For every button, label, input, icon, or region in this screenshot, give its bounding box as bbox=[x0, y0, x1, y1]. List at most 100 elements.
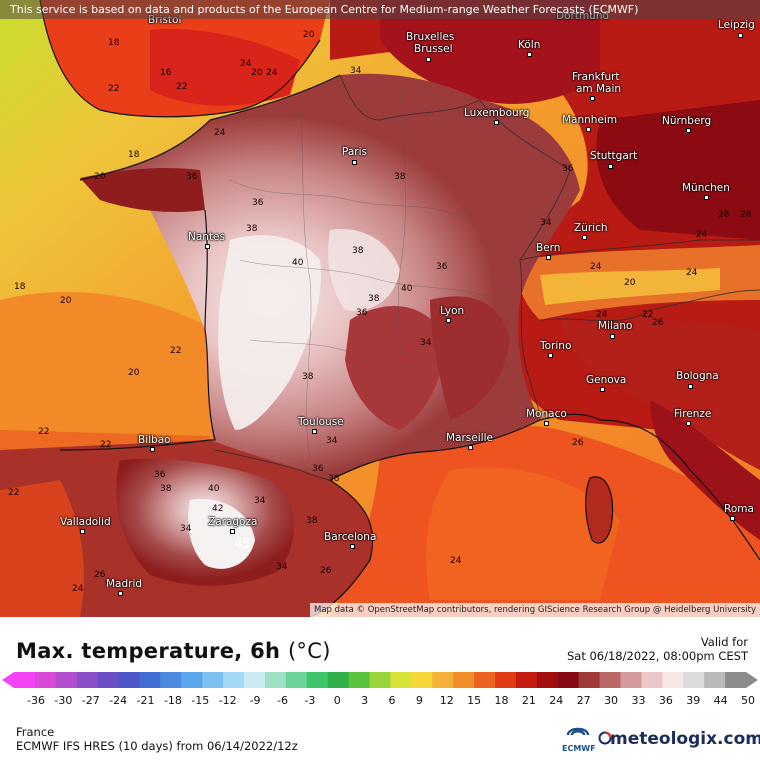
isotherm-label: 38 bbox=[302, 372, 314, 382]
isotherm-label: 34 bbox=[350, 66, 362, 76]
scale-swatch bbox=[390, 672, 412, 688]
city-dot bbox=[494, 120, 499, 125]
ecmwf-logo-icon bbox=[566, 727, 590, 736]
isotherm-label: 24 bbox=[590, 262, 602, 272]
city-dot bbox=[704, 195, 709, 200]
scale-swatch bbox=[76, 672, 99, 688]
city-label-toulouse: Toulouse bbox=[298, 416, 344, 428]
isotherm-label: 24 bbox=[266, 68, 278, 78]
scale-tick-label: 24 bbox=[549, 694, 564, 707]
scale-swatch bbox=[34, 672, 57, 688]
scale-swatch bbox=[244, 672, 266, 688]
isotherm-label: 22 bbox=[176, 82, 188, 92]
map-title-text: Max. temperature, 6h bbox=[16, 639, 281, 663]
isotherm-label: 36 bbox=[252, 198, 264, 208]
city-dot bbox=[446, 318, 451, 323]
temperature-color-scale bbox=[2, 672, 758, 688]
city-label-stuttgart: Stuttgart bbox=[590, 150, 638, 162]
city-dot bbox=[582, 235, 587, 240]
city-label-frankfurt: Frankfurt bbox=[572, 71, 620, 83]
city-dot bbox=[544, 421, 549, 426]
isotherm-label: 34 bbox=[540, 218, 552, 228]
isotherm-label: 26 bbox=[94, 570, 106, 580]
scale-tick-label: -12 bbox=[218, 694, 237, 707]
isotherm-label: 22 bbox=[108, 84, 120, 94]
city-label-brussel: Brussel bbox=[414, 43, 453, 55]
city-label-nurnberg: Nürnberg bbox=[662, 115, 712, 127]
scale-tick-label: 36 bbox=[658, 694, 673, 707]
scale-swatch bbox=[474, 672, 496, 688]
isotherm-label: 24 bbox=[450, 556, 462, 566]
city-dot bbox=[426, 57, 431, 62]
city-dot bbox=[686, 128, 691, 133]
map-data-credit: Map data © OpenStreetMap contributors, r… bbox=[310, 603, 760, 617]
scale-swatch bbox=[662, 672, 684, 688]
isotherm-label: 34 bbox=[180, 524, 192, 534]
scale-swatch bbox=[432, 672, 454, 688]
forecast-map[interactable]: 18 20 22 24 16 22 20 24 18 20 18 22 20 2… bbox=[0, 0, 760, 617]
isotherm-label: 22 bbox=[642, 310, 654, 320]
isotherm-label: 26 bbox=[740, 210, 752, 220]
city-label-madrid: Madrid bbox=[106, 578, 143, 590]
scale-swatch bbox=[536, 672, 559, 688]
isotherm-label: 38 bbox=[306, 516, 318, 526]
isotherm-label: 38 bbox=[368, 294, 380, 304]
isotherm-label: 24 bbox=[696, 230, 708, 240]
scale-tick-label: 21 bbox=[521, 694, 536, 707]
scale-tick-label: 18 bbox=[494, 694, 509, 707]
isotherm-label: 18 bbox=[14, 282, 26, 292]
scale-swatch bbox=[578, 672, 601, 688]
isotherm-label: 45 bbox=[234, 537, 251, 552]
scale-tick-label: 39 bbox=[686, 694, 701, 707]
city-dot bbox=[546, 255, 551, 260]
scale-swatch bbox=[202, 672, 224, 688]
isotherm-label: 22 bbox=[100, 440, 112, 450]
city-dot bbox=[600, 387, 605, 392]
city-label-luxembourg: Luxembourg bbox=[464, 107, 530, 119]
city-label-bern: Bern bbox=[536, 242, 561, 254]
scale-tick-label: 0 bbox=[333, 694, 341, 707]
isotherm-label: 24 bbox=[596, 310, 608, 320]
city-dot bbox=[150, 447, 155, 452]
scale-tick-label: 33 bbox=[631, 694, 646, 707]
ecmwf-logo-text: ECMWF bbox=[562, 744, 596, 753]
city-label-roma: Roma bbox=[724, 503, 754, 515]
isotherm-label: 34 bbox=[276, 562, 288, 572]
city-label-leipzig: Leipzig bbox=[718, 19, 755, 31]
scale-tick-label: -36 bbox=[27, 694, 45, 707]
isotherm-label: 22 bbox=[170, 346, 182, 356]
scale-swatch bbox=[620, 672, 642, 688]
scale-tick-label: 50 bbox=[741, 694, 755, 707]
isotherm-label: 34 bbox=[420, 338, 432, 348]
city-dot bbox=[686, 421, 691, 426]
city-label-bilbao: Bilbao bbox=[138, 434, 171, 446]
city-label-barcelona: Barcelona bbox=[324, 531, 377, 543]
scale-swatch bbox=[704, 672, 726, 688]
city-label-koln: Köln bbox=[518, 39, 541, 51]
scale-swatch bbox=[55, 672, 78, 688]
city-label-am-main: am Main bbox=[576, 83, 622, 95]
model-run-label: ECMWF IFS HRES (10 days) from 06/14/2022… bbox=[16, 739, 298, 753]
scale-tick-label: 30 bbox=[604, 694, 619, 707]
isotherm-label: 20 bbox=[251, 68, 263, 78]
isotherm-label: 40 bbox=[401, 284, 413, 294]
scale-tick-label: 15 bbox=[467, 694, 482, 707]
isotherm-label: 20 bbox=[94, 172, 106, 182]
isotherm-label: 40 bbox=[208, 484, 220, 494]
isotherm-label: 34 bbox=[254, 496, 266, 506]
meteologix-logo-icon bbox=[598, 731, 612, 745]
isotherm-label: 24 bbox=[686, 268, 698, 278]
scale-swatch bbox=[369, 672, 391, 688]
isotherm-label: 22 bbox=[8, 488, 20, 498]
city-dot bbox=[352, 160, 357, 165]
city-dot bbox=[118, 591, 123, 596]
isotherm-label: 38 bbox=[394, 172, 406, 182]
scale-swatch bbox=[14, 672, 36, 688]
scale-tick-label: -6 bbox=[276, 694, 288, 707]
scale-swatch bbox=[160, 672, 182, 688]
scale-swatch bbox=[725, 672, 747, 688]
isotherm-label: 24 bbox=[72, 584, 84, 594]
isotherm-label: 42 bbox=[212, 504, 224, 514]
city-label-valladolid: Valladolid bbox=[60, 516, 111, 528]
meteologix-brand[interactable]: meteologix.com bbox=[610, 729, 760, 749]
